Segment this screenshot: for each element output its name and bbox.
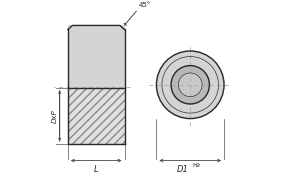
Text: DxP: DxP bbox=[52, 109, 58, 123]
Circle shape bbox=[157, 51, 224, 119]
Circle shape bbox=[171, 66, 210, 104]
Circle shape bbox=[178, 73, 202, 97]
Text: L: L bbox=[94, 165, 99, 174]
Bar bbox=[68, 88, 125, 144]
Bar bbox=[68, 26, 125, 88]
Text: D1: D1 bbox=[177, 165, 188, 174]
Text: 45°: 45° bbox=[139, 2, 151, 8]
Text: h9: h9 bbox=[192, 163, 200, 168]
Bar bbox=[68, 88, 125, 144]
